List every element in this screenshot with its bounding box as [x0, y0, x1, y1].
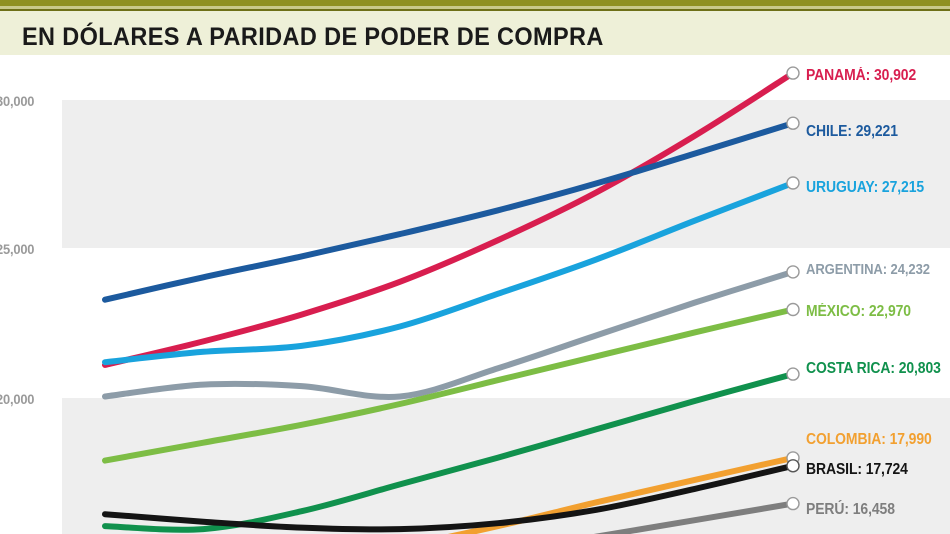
series-line-costa-rica [102, 371, 796, 533]
series-label-uruguay: URUGUAY: 27,215 [806, 179, 925, 196]
series-endpoint-marker-per- [786, 496, 800, 511]
series-label-mexico: MÉXICO: 22,970 [806, 303, 911, 320]
series-label-argentina: ARGENTINA: 24,232 [806, 262, 930, 278]
series-line-uruguay [102, 180, 796, 366]
series-line-chile [102, 120, 796, 303]
series-line-colombia [447, 454, 796, 534]
series-label-brasil: BRASIL: 17,724 [806, 461, 908, 478]
series-line-brasil [102, 462, 796, 533]
header-banner: EN DÓLARES A PARIDAD DE PODER DE COMPRA [0, 11, 950, 55]
series-line-argentina [102, 268, 796, 400]
y-axis-tick-30000: 30,000 [0, 93, 35, 109]
series-endpoint-marker-uruguay [786, 176, 800, 190]
series-endpoint-marker-costa-rica [786, 367, 800, 381]
page-title: EN DÓLARES A PARIDAD DE PODER DE COMPRA [22, 23, 604, 51]
series-line-panam- [102, 70, 796, 368]
series-endpoint-marker-chile [786, 116, 800, 130]
series-endpoint-marker-brasil [786, 459, 800, 473]
chart-lines [102, 66, 800, 534]
series-endpoint-marker-panam- [786, 66, 800, 80]
series-label-colombia: COLOMBIA: 17,990 [806, 431, 932, 448]
series-line-m-xico [102, 306, 796, 464]
series-line-per- [593, 500, 796, 534]
top-rule-band-dark [0, 9, 950, 11]
top-rule-band [0, 0, 950, 6]
series-label-costarica: COSTA RICA: 20,803 [806, 360, 941, 377]
series-label-chile: CHILE: 29,221 [806, 123, 898, 140]
grid-band-upper [62, 100, 950, 248]
y-axis-tick-25000: 25,000 [0, 241, 35, 257]
series-label-panama: PANAMÁ: 30,902 [806, 67, 917, 84]
grid-band-lower [62, 398, 950, 534]
chart-plot-area: 30,000 25,000 20,000 PANAMÁ: 30,902 CHIL… [0, 55, 950, 534]
top-rule-band-light [0, 6, 950, 9]
series-endpoint-marker-argentina [786, 265, 800, 279]
series-label-peru: PERÚ: 16,458 [806, 501, 895, 518]
series-endpoint-marker-m-xico [786, 302, 800, 317]
y-axis-tick-20000: 20,000 [0, 391, 35, 407]
